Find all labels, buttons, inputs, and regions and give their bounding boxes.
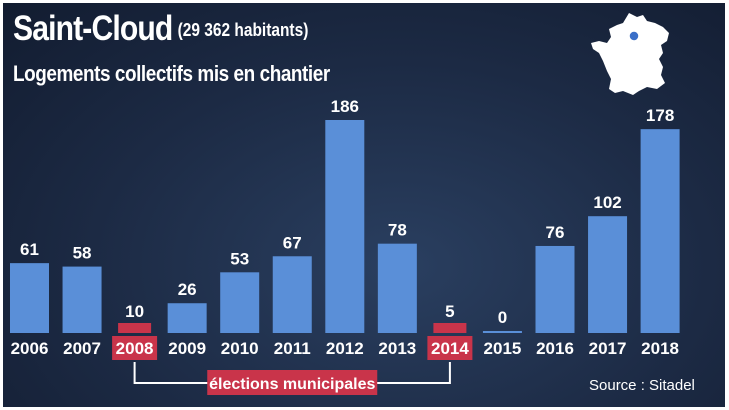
tick-label-2007: 2007 [63,339,101,358]
bar-2012 [325,120,365,333]
tick-label-2011: 2011 [274,339,311,358]
tick-label-2006: 2006 [11,339,49,358]
tick-label-2010: 2010 [221,339,259,358]
bar-2013 [377,243,417,333]
france-shape [591,13,669,95]
bar-2018 [640,129,680,333]
data-label-2012: 186 [331,97,359,116]
year-highlight-2008 [112,336,158,360]
election-label-bg [207,370,378,395]
chart-title: Saint-Cloud (29 362 habitants) [13,9,308,49]
tick-label-2016: 2016 [536,339,574,358]
data-label-2010: 53 [230,249,249,268]
data-label-2006: 61 [20,240,39,259]
tick-label-2013: 2013 [378,339,416,358]
france-map-icon [591,13,669,95]
data-label-2016: 76 [546,223,565,242]
bar-2006 [10,263,49,333]
bar-marker-2008 [118,323,152,333]
tick-label-2017: 2017 [589,339,627,358]
city-name: Saint-Cloud [13,9,173,48]
population-label: (29 362 habitants) [177,20,309,40]
tick-label-2009: 2009 [168,339,206,358]
source-label: Source : Sitadel [589,377,695,394]
tick-label-2015: 2015 [484,339,522,358]
data-label-2014: 5 [445,302,454,321]
chart-frame: Saint-Cloud (29 362 habitants) Logements … [3,3,725,407]
election-label: élections municipales [209,376,375,393]
data-label-2015: 0 [498,308,507,327]
bar-2011 [272,256,312,333]
data-label-2007: 58 [73,244,92,263]
tick-label-2012: 2012 [326,339,364,358]
bar-2017 [588,216,628,333]
map-marker-icon [628,30,640,42]
data-label-2013: 78 [388,221,407,240]
tick-label-2014: 2014 [431,339,469,358]
tick-label-2018: 2018 [641,339,679,358]
bar-2009 [167,303,207,333]
year-highlight-2014 [427,336,473,360]
data-label-2018: 178 [646,106,674,125]
chart-subtitle: Logements collectifs mis en chantier [13,61,330,86]
bar-2010 [220,272,260,333]
data-label-2011: 67 [283,233,302,252]
bar-2007 [62,266,102,333]
bar-2015 [482,331,522,333]
bar-marker-2014 [433,323,467,333]
data-label-2008: 10 [125,302,144,321]
data-label-2009: 26 [178,280,197,299]
bar-chart: 61 2006 58 2007 10 2008 26 2009 53 2010 67 2011 186 2… [10,97,680,395]
title-block: Saint-Cloud (29 362 habitants) [13,9,356,49]
tick-label-2008: 2008 [116,339,154,358]
bar-2016 [535,245,575,333]
data-label-2017: 102 [593,193,621,212]
